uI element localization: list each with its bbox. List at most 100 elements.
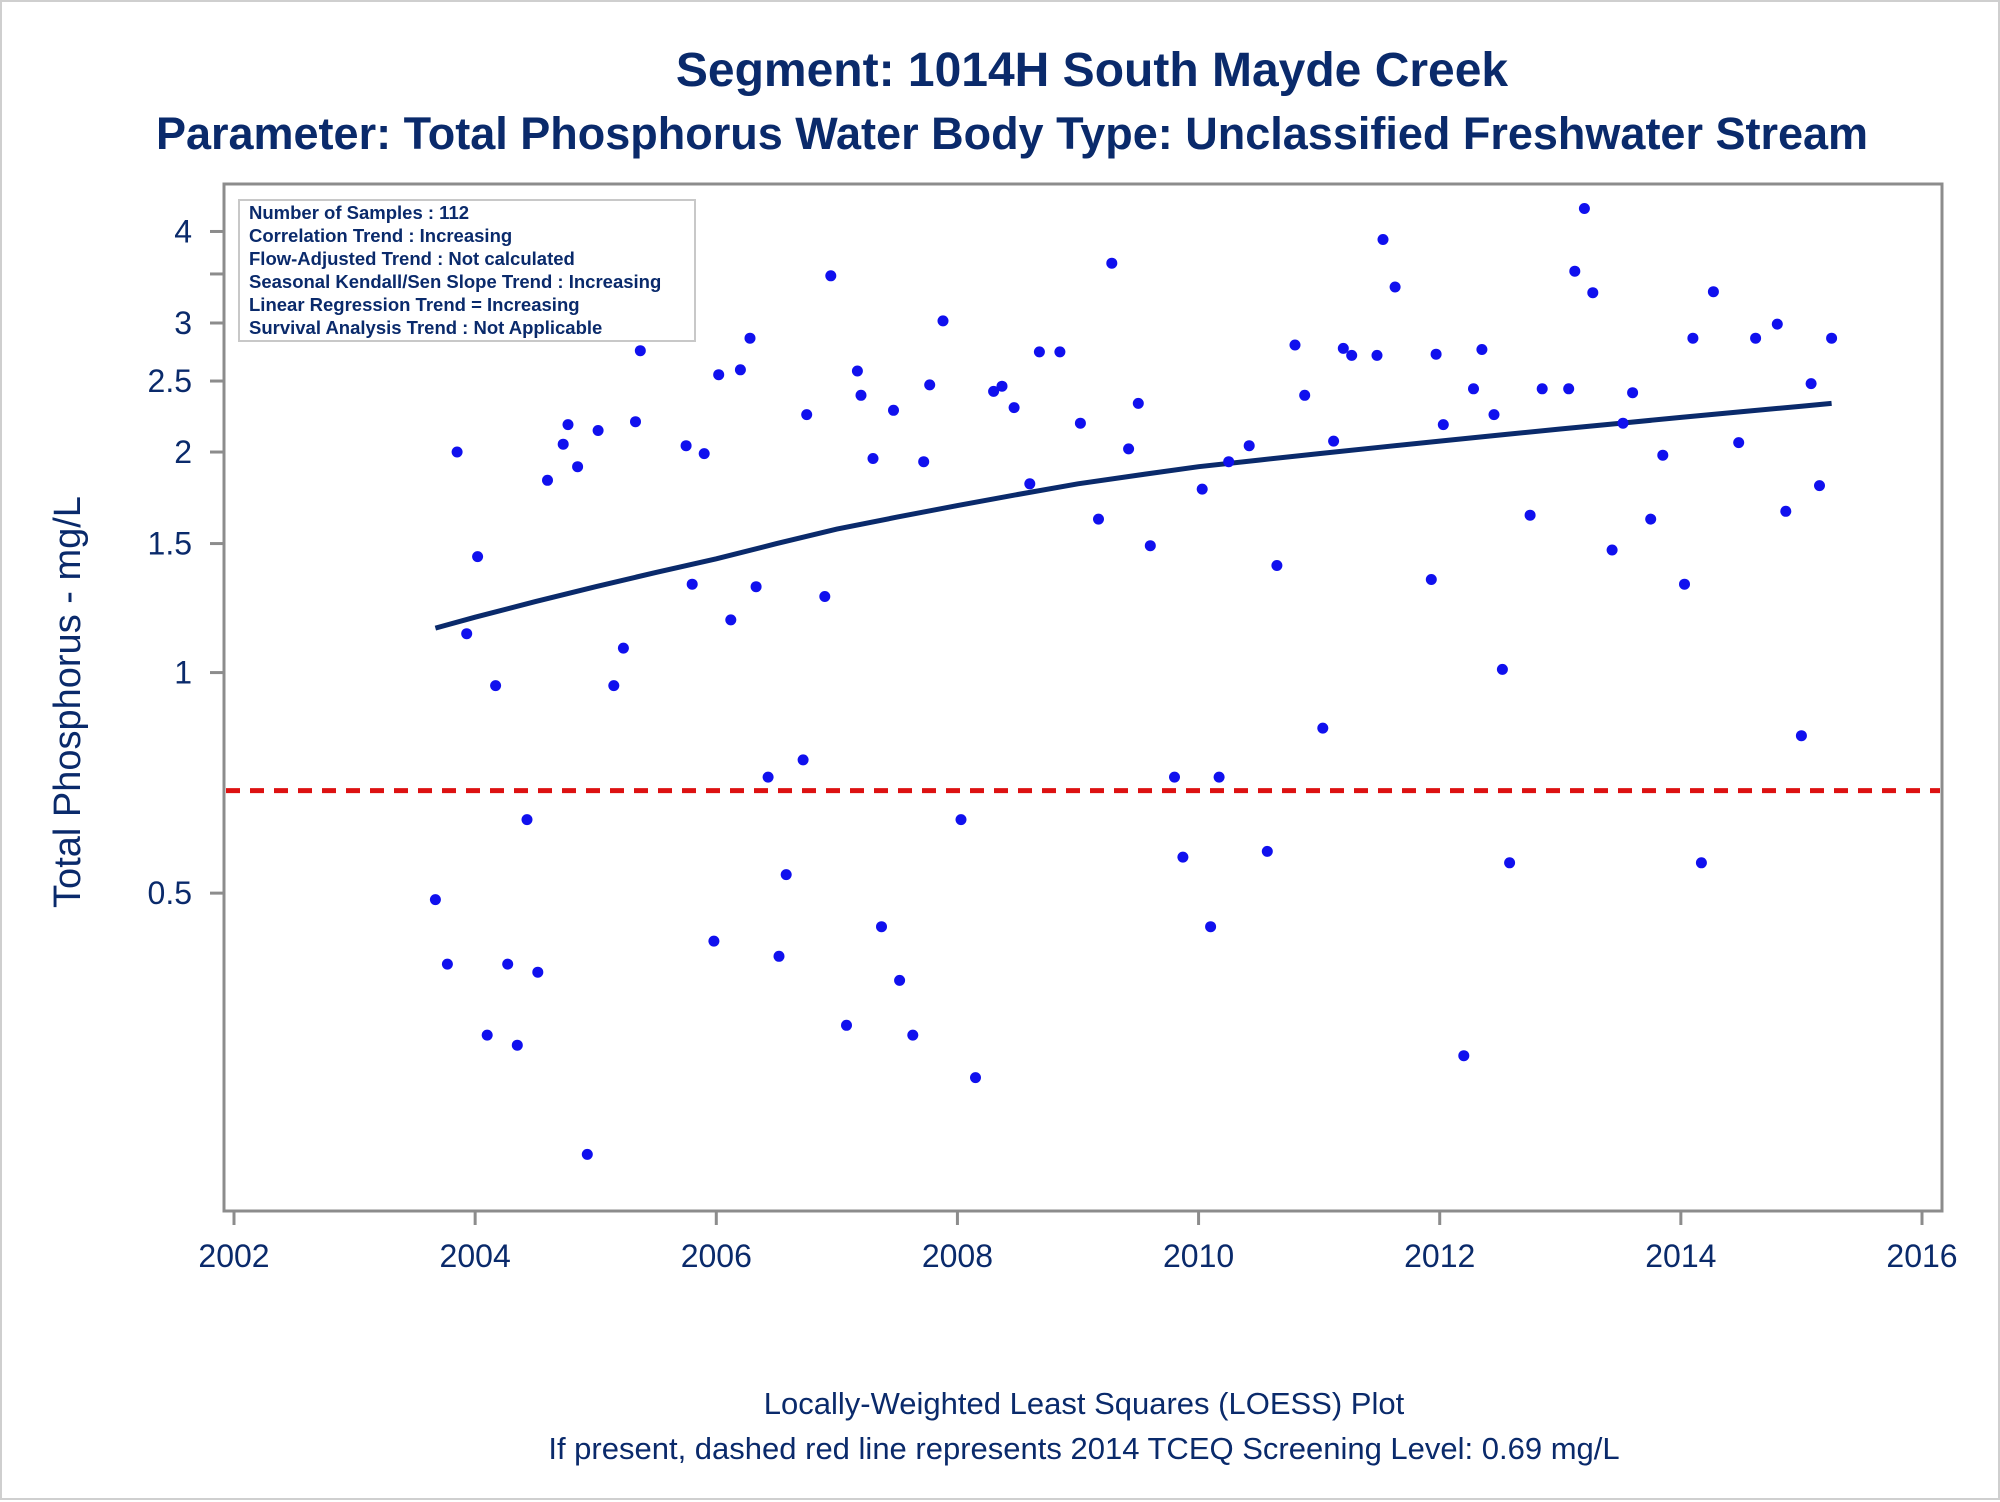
info-line-samples: Number of Samples : 112 <box>249 202 469 223</box>
data-point <box>750 581 762 593</box>
data-point <box>532 966 544 978</box>
data-point <box>1468 383 1479 395</box>
data-point <box>1695 857 1707 869</box>
data-points <box>429 203 1838 1160</box>
info-line-linear-regression: Linear Regression Trend = Increasing <box>249 294 580 315</box>
data-point <box>937 315 949 327</box>
data-point <box>630 416 641 428</box>
data-point <box>1430 348 1442 360</box>
data-point <box>708 935 720 947</box>
data-point <box>1205 921 1217 933</box>
data-point <box>608 680 620 692</box>
data-point <box>713 369 725 381</box>
data-point <box>1563 383 1575 395</box>
data-point <box>521 814 533 826</box>
info-line-flow-adjusted: Flow-Adjusted Trend : Not calculated <box>249 248 575 269</box>
data-point <box>581 1148 593 1160</box>
data-point <box>1074 417 1086 429</box>
data-point <box>429 894 441 906</box>
data-point <box>1657 449 1669 461</box>
data-point <box>955 814 967 826</box>
data-point <box>1569 265 1581 277</box>
x-tick-label: 2008 <box>922 1238 993 1274</box>
data-point <box>1645 513 1657 525</box>
plot-area <box>222 182 1944 1213</box>
x-axis: 2002 2004 2006 2008 2010 2012 2014 2016 <box>198 1211 1958 1274</box>
x-tick-label: 2006 <box>681 1238 752 1274</box>
chart-subtitle: Parameter: Total Phosphorus Water Body T… <box>156 108 1868 159</box>
data-point <box>1261 845 1273 857</box>
data-point <box>725 614 737 626</box>
data-point <box>1123 443 1135 455</box>
data-point <box>1243 440 1255 452</box>
chart-title: Segment: 1014H South Mayde Creek <box>676 44 1509 97</box>
x-tick-label: 2010 <box>1163 1238 1234 1274</box>
data-point <box>744 332 756 344</box>
y-tick-label: 1.5 <box>148 526 192 562</box>
data-point <box>502 958 514 970</box>
x-tick-label: 2004 <box>440 1238 511 1274</box>
data-point <box>490 680 502 692</box>
data-point <box>557 438 569 450</box>
data-point <box>996 380 1008 392</box>
data-point <box>1346 349 1358 361</box>
data-point <box>797 754 809 766</box>
data-point <box>461 628 473 640</box>
data-point <box>780 869 792 881</box>
data-point <box>1458 1050 1470 1062</box>
data-point <box>1196 483 1208 495</box>
data-point <box>441 958 453 970</box>
data-point <box>851 365 863 377</box>
data-point <box>1024 478 1036 490</box>
info-box: Number of Samples : 112 Correlation Tren… <box>238 199 696 342</box>
data-point <box>1054 346 1066 358</box>
data-point <box>1425 574 1437 585</box>
data-point <box>1771 318 1783 330</box>
data-point <box>1814 480 1825 492</box>
footnote-screening: If present, dashed red line represents 2… <box>548 1431 1619 1466</box>
data-point <box>1223 456 1235 468</box>
data-point <box>1679 578 1690 590</box>
info-line-correlation: Correlation Trend : Increasing <box>249 225 512 246</box>
data-point <box>1169 771 1180 783</box>
data-point <box>592 425 604 436</box>
data-point <box>762 771 774 783</box>
data-point <box>617 642 629 654</box>
x-tick-label: 2014 <box>1645 1238 1716 1274</box>
data-point <box>1733 437 1745 449</box>
y-tick-label: 0.5 <box>148 875 192 911</box>
data-point <box>686 578 698 590</box>
data-point <box>1826 332 1838 344</box>
data-point <box>1177 851 1189 863</box>
data-point <box>1033 346 1045 358</box>
x-tick-label: 2012 <box>1404 1238 1475 1274</box>
data-point <box>1805 378 1817 390</box>
x-tick-label: 2016 <box>1886 1238 1957 1274</box>
data-point <box>562 419 574 431</box>
data-point <box>907 1029 919 1041</box>
data-point <box>1289 339 1301 351</box>
data-point <box>680 440 692 452</box>
x-tick-label: 2002 <box>198 1238 269 1274</box>
data-point <box>876 921 887 933</box>
data-point <box>918 456 930 468</box>
y-tick-label: 3 <box>174 305 192 341</box>
data-point <box>1328 435 1340 447</box>
data-point <box>1488 409 1500 421</box>
data-point <box>1299 389 1311 401</box>
data-point <box>1008 402 1020 414</box>
data-point <box>855 389 867 401</box>
footnote-loess: Locally-Weighted Least Squares (LOESS) P… <box>764 1386 1405 1421</box>
data-point <box>894 974 906 986</box>
data-point <box>472 551 484 563</box>
data-point <box>1371 349 1383 361</box>
data-point <box>542 474 553 486</box>
data-point <box>773 950 785 962</box>
data-point <box>1132 397 1144 409</box>
data-point <box>1687 332 1699 344</box>
data-point <box>511 1039 523 1051</box>
data-point <box>1578 203 1590 214</box>
info-box-frame <box>238 199 696 342</box>
